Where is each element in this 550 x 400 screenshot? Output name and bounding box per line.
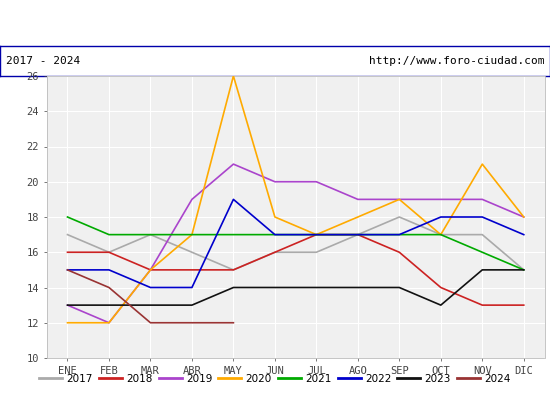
Legend: 2017, 2018, 2019, 2020, 2021, 2022, 2023, 2024: 2017, 2018, 2019, 2020, 2021, 2022, 2023… bbox=[35, 370, 515, 388]
Text: http://www.foro-ciudad.com: http://www.foro-ciudad.com bbox=[369, 56, 544, 66]
Text: Evolucion del paro registrado en Aiguaviva: Evolucion del paro registrado en Aiguavi… bbox=[84, 16, 466, 30]
Text: 2017 - 2024: 2017 - 2024 bbox=[6, 56, 80, 66]
